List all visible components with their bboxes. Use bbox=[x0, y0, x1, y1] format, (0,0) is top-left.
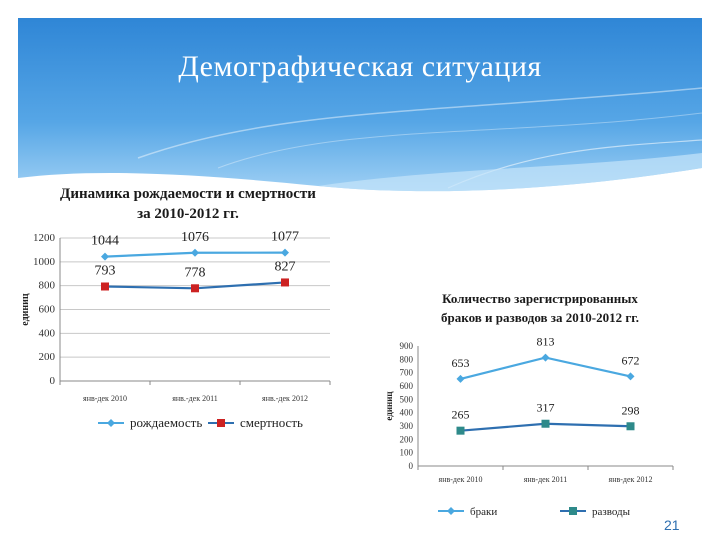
data-point-браки bbox=[541, 353, 550, 362]
y-tick-label: 800 bbox=[400, 354, 414, 364]
y-tick-label: 800 bbox=[39, 280, 56, 292]
data-point-браки bbox=[626, 372, 635, 381]
legend-marker-рождаемость bbox=[107, 419, 115, 427]
y-tick-label: 100 bbox=[400, 448, 414, 458]
data-point-рождаемость bbox=[101, 252, 109, 261]
x-tick-label: янв-дек 2010 bbox=[439, 475, 483, 484]
chart-title-line: за 2010-2012 гг. bbox=[137, 206, 239, 222]
legend-entry-смертность: смертность bbox=[240, 415, 303, 430]
slide-title: Демографическая ситуация bbox=[178, 50, 542, 83]
y-tick-label: 0 bbox=[50, 375, 56, 387]
legend-entry-разводы: разводы bbox=[592, 506, 631, 518]
y-axis-label: единиц bbox=[20, 293, 31, 326]
x-tick-label: янв-дек 2012 bbox=[609, 475, 653, 484]
y-tick-label: 200 bbox=[39, 351, 56, 363]
y-tick-label: 600 bbox=[39, 304, 56, 316]
x-tick-label: янв-дек 2011 bbox=[524, 475, 568, 484]
y-tick-label: 400 bbox=[39, 327, 56, 339]
chart-title-line: Количество зарегистрированных bbox=[442, 291, 638, 306]
y-tick-label: 200 bbox=[400, 434, 414, 444]
data-label: 1044 bbox=[91, 234, 119, 249]
data-point-браки bbox=[456, 374, 465, 383]
data-point-разводы bbox=[456, 426, 465, 435]
legend-marker-разводы bbox=[569, 507, 577, 515]
y-tick-label: 600 bbox=[400, 381, 414, 391]
y-tick-label: 700 bbox=[400, 368, 414, 378]
x-tick-label: янв.-дек 2012 bbox=[262, 394, 308, 403]
y-tick-label: 1200 bbox=[33, 232, 56, 244]
data-label: 653 bbox=[452, 356, 470, 370]
x-tick-label: янв-дек 2010 bbox=[83, 394, 127, 403]
data-label: 1076 bbox=[181, 230, 209, 245]
data-label: 317 bbox=[537, 401, 555, 415]
data-label: 298 bbox=[622, 403, 640, 417]
title-banner bbox=[18, 18, 702, 192]
legend-marker-смертность bbox=[217, 419, 225, 427]
data-point-разводы bbox=[626, 422, 635, 431]
x-tick-label: янв.-дек 2011 bbox=[172, 394, 218, 403]
data-label: 793 bbox=[95, 264, 116, 279]
page-number: 21 bbox=[664, 517, 680, 533]
data-point-смертность bbox=[191, 284, 199, 293]
y-axis-label: единиц bbox=[384, 391, 394, 421]
data-point-смертность bbox=[101, 282, 109, 291]
data-label: 672 bbox=[622, 353, 640, 367]
y-tick-label: 500 bbox=[400, 394, 414, 404]
data-label: 827 bbox=[275, 259, 296, 274]
y-tick-label: 400 bbox=[400, 408, 414, 418]
chart-title-line: Динамика рождаемости и смертности bbox=[60, 186, 316, 202]
legend-entry-рождаемость: рождаемость bbox=[130, 415, 202, 430]
y-tick-label: 1000 bbox=[33, 256, 56, 268]
data-label: 265 bbox=[452, 408, 470, 422]
data-label: 1077 bbox=[271, 230, 299, 245]
legend-entry-браки: браки bbox=[470, 506, 497, 518]
y-tick-label: 900 bbox=[400, 341, 414, 351]
chart-title-line: браков и разводов за 2010-2012 гг. bbox=[441, 310, 639, 325]
data-label: 778 bbox=[185, 265, 206, 280]
y-tick-label: 300 bbox=[400, 421, 414, 431]
data-point-разводы bbox=[541, 419, 550, 428]
data-label: 813 bbox=[537, 335, 555, 349]
y-tick-label: 0 bbox=[409, 461, 414, 471]
data-point-смертность bbox=[281, 278, 289, 287]
data-point-рождаемость bbox=[281, 248, 289, 257]
data-point-рождаемость bbox=[191, 248, 199, 257]
legend-marker-браки bbox=[447, 507, 455, 515]
